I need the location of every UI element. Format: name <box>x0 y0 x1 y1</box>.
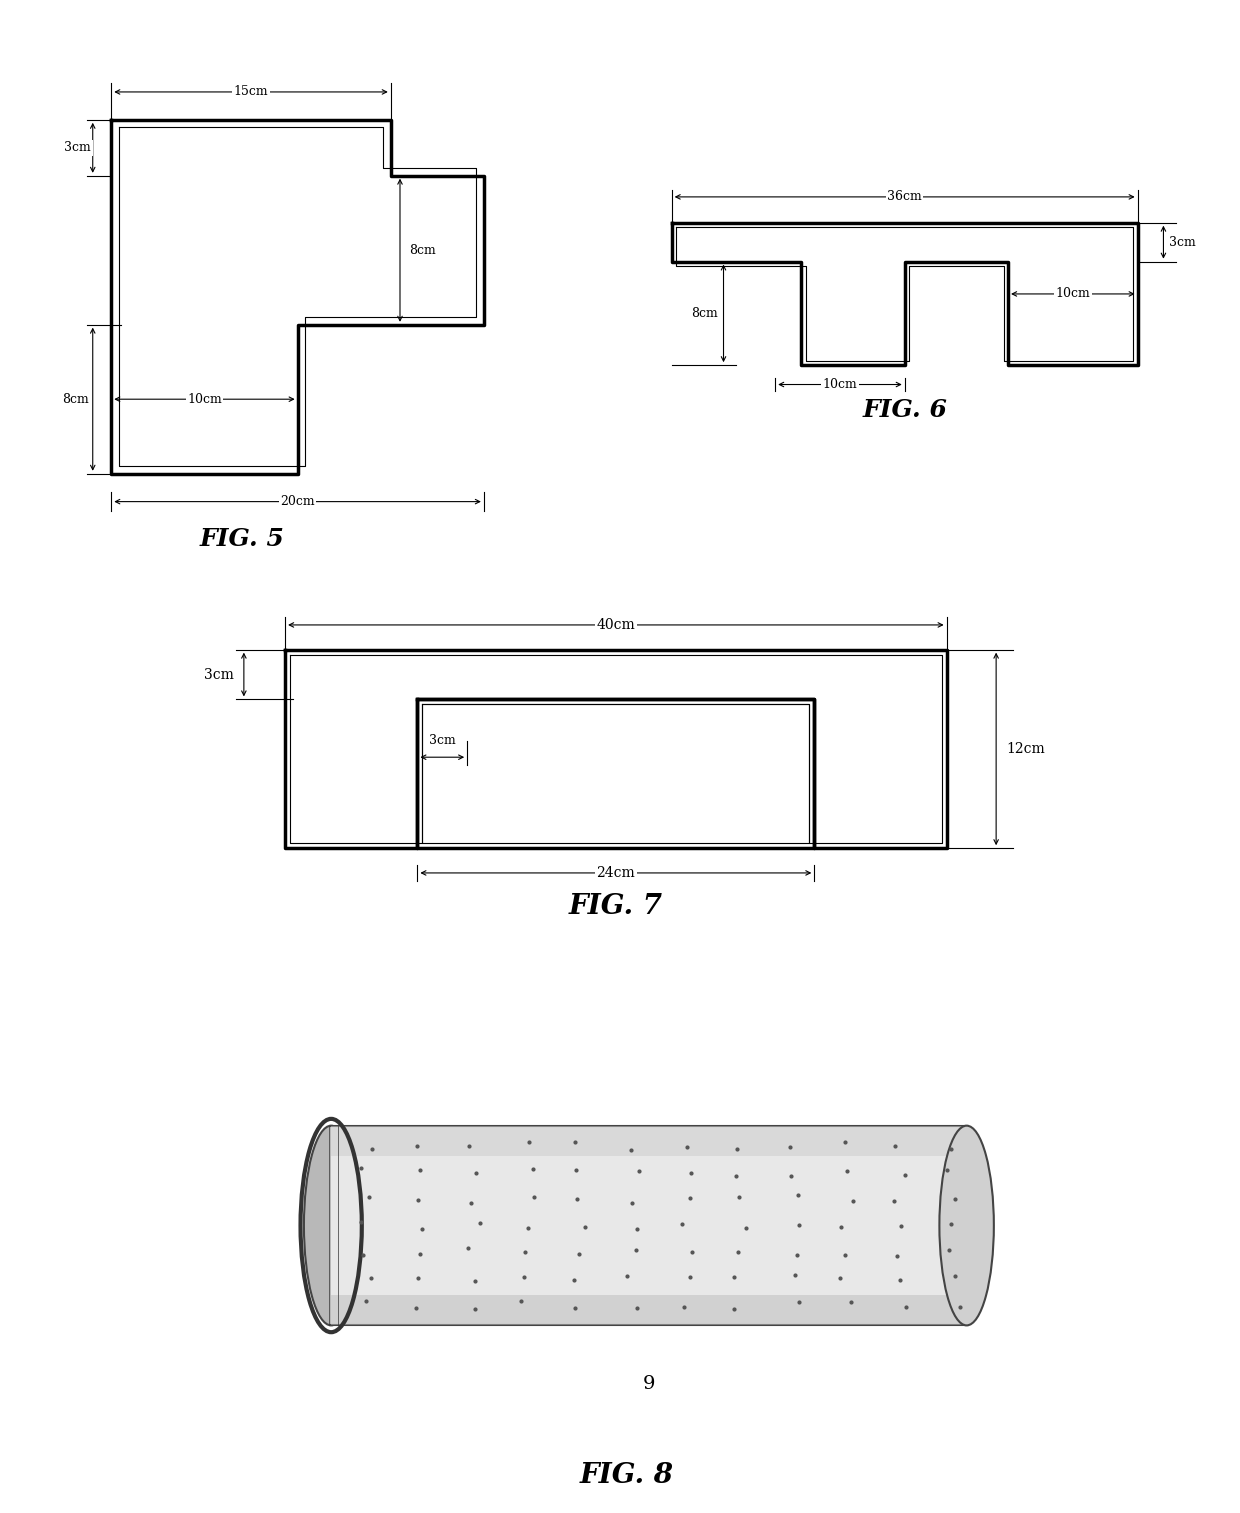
Polygon shape <box>331 1295 967 1325</box>
Text: FIG. 8: FIG. 8 <box>579 1462 673 1489</box>
Text: 15cm: 15cm <box>233 85 268 98</box>
Polygon shape <box>672 222 1137 365</box>
Text: 3cm: 3cm <box>1169 236 1197 248</box>
Text: 8cm: 8cm <box>409 244 435 257</box>
Polygon shape <box>285 649 946 849</box>
Text: 10cm: 10cm <box>822 378 857 390</box>
Text: 12cm: 12cm <box>1007 741 1045 756</box>
Text: 24cm: 24cm <box>596 865 635 881</box>
Polygon shape <box>331 1126 967 1325</box>
Text: 20cm: 20cm <box>280 495 315 508</box>
Text: 9: 9 <box>642 1375 655 1393</box>
Text: 10cm: 10cm <box>187 393 222 405</box>
Text: 3cm: 3cm <box>429 734 455 747</box>
Text: 8cm: 8cm <box>691 307 718 319</box>
Text: FIG. 7: FIG. 7 <box>569 893 663 920</box>
Ellipse shape <box>304 1126 358 1325</box>
Text: FIG. 5: FIG. 5 <box>200 527 284 551</box>
Ellipse shape <box>940 1126 993 1325</box>
Text: 3cm: 3cm <box>64 141 92 154</box>
Text: 8cm: 8cm <box>62 393 89 405</box>
Text: FIG. 6: FIG. 6 <box>862 398 947 422</box>
Polygon shape <box>112 120 484 474</box>
Polygon shape <box>331 1126 967 1156</box>
Text: 3cm: 3cm <box>205 667 234 681</box>
Text: 40cm: 40cm <box>596 617 635 632</box>
Text: 36cm: 36cm <box>888 191 923 203</box>
Text: 10cm: 10cm <box>1055 287 1090 301</box>
